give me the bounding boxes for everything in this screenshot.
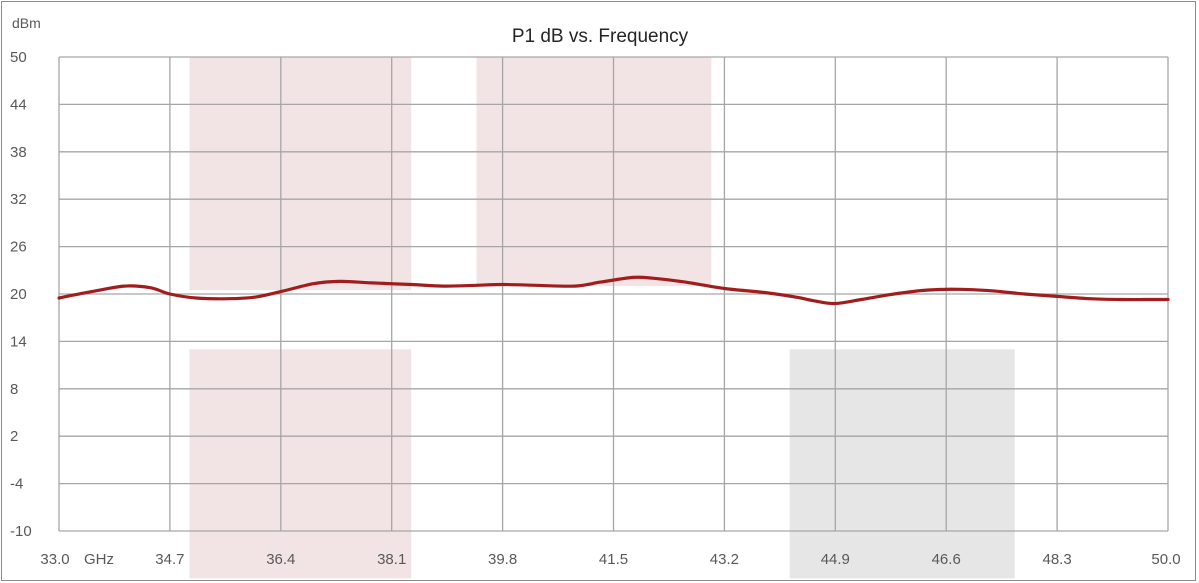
- y-tick-label-6: 20: [10, 286, 27, 303]
- y-tick-label-7: 14: [10, 333, 27, 350]
- y-tick-label-10: -4: [10, 476, 23, 493]
- y-tick-label-3: 38: [10, 144, 27, 161]
- chart-series: [57, 275, 1170, 306]
- highlight-bands: [189, 57, 1015, 579]
- highlight-band-1: [189, 57, 412, 291]
- chart-grid: [58, 56, 1169, 532]
- y-tick-label-4: 32: [10, 191, 27, 208]
- y-tick-label-9: 2: [10, 428, 18, 445]
- x-tick-label-4: 38.1: [377, 551, 406, 568]
- y-tick-label-8: 8: [10, 381, 18, 398]
- y-axis-tick-labels: 50 44 38 32 26 20 14 8 2 -4 -10: [10, 49, 32, 540]
- x-axis-tick-labels: 33.0 34.7 36.4 38.1 39.8 41.5 43.2 44.9 46.6 48.3…: [40, 551, 1180, 568]
- x-tick-label-6: 41.5: [599, 551, 628, 568]
- y-axis-unit-label: dBm: [12, 15, 41, 31]
- x-tick-label-2: 34.7: [155, 551, 184, 568]
- y-tick-label-5: 26: [10, 239, 27, 256]
- series-line-1: [57, 275, 1170, 306]
- y-tick-label-1: 50: [10, 49, 27, 66]
- x-tick-label-10: 48.3: [1042, 551, 1071, 568]
- x-tick-label-1: 33.0: [40, 551, 69, 568]
- highlight-band-3: [189, 349, 412, 579]
- highlight-band-2: [476, 57, 712, 287]
- x-tick-label-8: 44.9: [821, 551, 850, 568]
- x-tick-label-5: 39.8: [488, 551, 517, 568]
- x-tick-label-9: 46.6: [932, 551, 961, 568]
- y-tick-label-11: -10: [10, 523, 32, 540]
- y-tick-label-2: 44: [10, 96, 27, 113]
- chart-title: P1 dB vs. Frequency: [512, 26, 689, 47]
- x-tick-label-7: 43.2: [710, 551, 739, 568]
- x-tick-label-3: 36.4: [266, 551, 295, 568]
- x-axis-unit-label: GHz: [84, 551, 114, 568]
- highlight-band-4: [789, 349, 1015, 579]
- x-tick-label-11: 50.0: [1151, 551, 1180, 568]
